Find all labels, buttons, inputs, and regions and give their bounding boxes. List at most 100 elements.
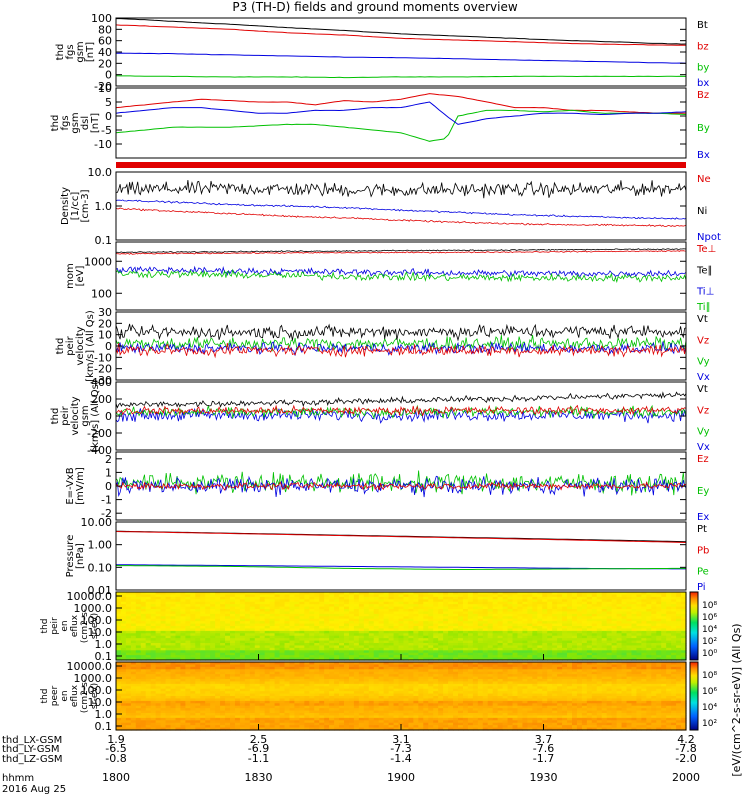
spectrogram-cell — [383, 705, 390, 709]
spectrogram-cell — [358, 647, 365, 651]
legend-label: Vz — [697, 335, 709, 346]
spectrogram-cell — [552, 647, 558, 651]
spectrogram-cell — [254, 596, 261, 600]
spectrogram-cell — [175, 717, 182, 721]
spectrogram-cell — [666, 655, 672, 659]
spectrogram-cell — [492, 592, 499, 596]
spectrogram-cell — [200, 596, 206, 600]
spectrogram-cell — [418, 623, 424, 627]
spectrogram-cell — [522, 655, 528, 659]
spectrogram-cell — [626, 618, 633, 622]
spectrogram-cell — [175, 681, 182, 685]
spectrogram-cell — [269, 705, 276, 709]
spectrogram-cell — [398, 596, 405, 600]
spectrogram-cell — [249, 715, 256, 719]
spectrogram-cell — [234, 669, 241, 673]
spectrogram-cell — [116, 666, 122, 670]
spectrogram-cell — [591, 596, 598, 600]
spectrogram-cell — [676, 657, 682, 661]
spectrogram-cell — [467, 594, 474, 598]
spectrogram-cell — [170, 613, 177, 617]
spectrogram-cell — [353, 630, 360, 634]
spectrogram-cell — [135, 643, 142, 647]
spectrogram-cell — [170, 705, 177, 709]
spectrogram-cell — [185, 679, 191, 683]
spectrogram-cell — [383, 633, 390, 637]
spectrogram-cell — [130, 664, 137, 668]
spectrogram-cell — [185, 604, 191, 608]
spectrogram-cell — [289, 623, 296, 627]
spectrogram-cell — [383, 613, 390, 617]
spectrogram-cell — [180, 604, 186, 608]
spectrogram-cell — [363, 599, 370, 603]
spectrogram-cell — [393, 638, 400, 642]
spectrogram-cell — [259, 647, 266, 651]
spectrogram-cell — [210, 606, 216, 610]
spectrogram-cell — [339, 645, 345, 649]
spectrogram-cell — [408, 621, 414, 625]
spectrogram-cell — [116, 693, 122, 697]
spectrogram-cell — [601, 616, 608, 620]
spectrogram-cell — [175, 666, 182, 670]
spectrogram-cell — [190, 664, 196, 668]
spectrogram-cell — [239, 698, 246, 702]
spectrogram-cell — [215, 705, 221, 709]
spectrogram-cell — [601, 609, 608, 613]
spectrogram-cell — [378, 628, 385, 632]
legend-label: Vx — [697, 442, 710, 453]
spectrogram-cell — [249, 635, 256, 639]
spectrogram-cell — [190, 703, 196, 707]
spectrogram-cell — [130, 652, 137, 656]
spectrogram-cell — [616, 638, 623, 642]
spectrogram-cell — [636, 618, 642, 622]
spectrogram-cell — [274, 676, 281, 680]
series-line-by — [116, 75, 686, 79]
spectrogram-cell — [215, 623, 221, 627]
spectrogram-cell — [641, 638, 647, 642]
spectrogram-cell — [220, 655, 226, 659]
spectrogram-cell — [532, 633, 538, 637]
spectrogram-cell — [586, 618, 593, 622]
spectrogram-cell — [517, 655, 524, 659]
spectrogram-cell — [453, 623, 459, 627]
spectrogram-cell — [641, 596, 647, 600]
spectrogram-cell — [611, 638, 618, 642]
spectrogram-cell — [289, 705, 296, 709]
spectrogram-cell — [180, 601, 186, 605]
spectrogram-cell — [319, 708, 325, 712]
spectrogram-cell — [517, 618, 524, 622]
spectrogram-cell — [487, 638, 494, 642]
spectrogram-cell — [517, 616, 524, 620]
spectrogram-cell — [190, 613, 196, 617]
spectrogram-cell — [458, 650, 464, 654]
spectrogram-cell — [472, 630, 479, 634]
spectrogram-cell — [175, 720, 182, 724]
spectrogram-cell — [383, 645, 390, 649]
spectrogram-cell — [373, 652, 380, 656]
spectrogram-cell — [125, 679, 132, 683]
spectrogram-cell — [205, 674, 211, 678]
spectrogram-cell — [552, 616, 558, 620]
spectrogram-cell — [532, 596, 538, 600]
spectrogram-cell — [116, 683, 122, 687]
spectrogram-cell — [284, 669, 291, 673]
spectrogram-cell — [626, 594, 633, 598]
spectrogram-cell — [130, 722, 137, 726]
spectrogram-cell — [284, 640, 291, 644]
series-group — [116, 93, 686, 142]
spectrogram-cell — [581, 645, 588, 649]
spectrogram-cell — [239, 725, 246, 729]
spectrogram-cell — [116, 713, 122, 717]
spectrogram-cell — [299, 683, 305, 687]
spectrogram-cell — [601, 611, 608, 615]
spectrogram-cell — [393, 623, 400, 627]
spectrogram-cell — [170, 650, 177, 654]
spectrogram-cell — [497, 621, 504, 625]
spectrogram-cell — [195, 643, 201, 647]
spectrogram-cell — [180, 703, 186, 707]
spectrogram-cell — [165, 638, 172, 642]
spectrogram-cell — [339, 635, 345, 639]
spectrogram-cell — [195, 638, 201, 642]
spectrogram-cell — [353, 635, 360, 639]
